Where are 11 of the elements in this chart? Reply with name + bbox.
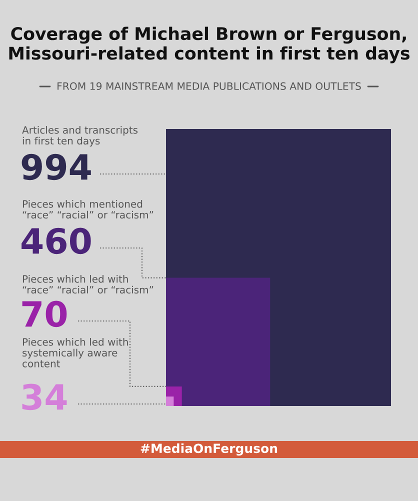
text: #MediaOnFerguson (140, 443, 278, 456)
category-label: Pieces which led with systemically aware content (22, 338, 128, 368)
category-label: Articles and transcripts in first ten days (22, 126, 138, 146)
text: FROM 19 MAINSTREAM MEDIA PUBLICATIONS AND OUTLETS (58, 82, 361, 90)
category-label: Pieces which led with “race” “racial” or “racism” (22, 275, 154, 294)
data-label: 994 (22, 154, 91, 180)
data-label: 70 (22, 300, 67, 328)
data-label: 34 (22, 384, 67, 410)
text: Coverage of Michael Brown or Ferguson, Missouri-related content in first ten days (9, 26, 410, 64)
data-label: 460 (22, 228, 91, 254)
category-label: Pieces which mentioned “race” “racial” or “racism” (22, 200, 154, 219)
